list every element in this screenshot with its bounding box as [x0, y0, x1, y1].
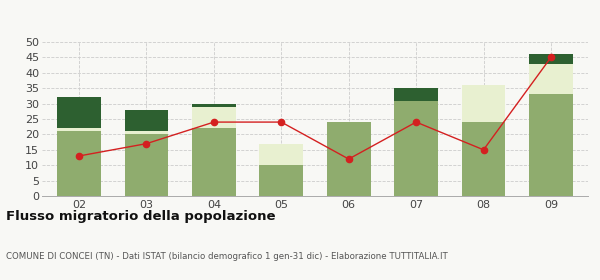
Bar — [529, 64, 573, 94]
Bar — [125, 131, 169, 134]
Bar — [57, 128, 101, 131]
Bar — [259, 165, 303, 196]
Text: Flusso migratorio della popolazione: Flusso migratorio della popolazione — [6, 210, 275, 223]
Bar — [192, 128, 236, 196]
Bar — [125, 110, 169, 131]
Bar — [529, 54, 573, 64]
Bar — [125, 134, 169, 196]
Bar — [394, 88, 438, 101]
Bar — [327, 122, 371, 196]
Bar — [192, 104, 236, 107]
Bar — [394, 101, 438, 196]
Bar — [529, 94, 573, 196]
Bar — [461, 85, 505, 122]
Bar — [461, 122, 505, 196]
Bar — [259, 144, 303, 165]
Bar — [192, 107, 236, 128]
Text: COMUNE DI CONCEI (TN) - Dati ISTAT (bilancio demografico 1 gen-31 dic) - Elabora: COMUNE DI CONCEI (TN) - Dati ISTAT (bila… — [6, 252, 448, 261]
Bar — [57, 131, 101, 196]
Bar — [57, 97, 101, 128]
